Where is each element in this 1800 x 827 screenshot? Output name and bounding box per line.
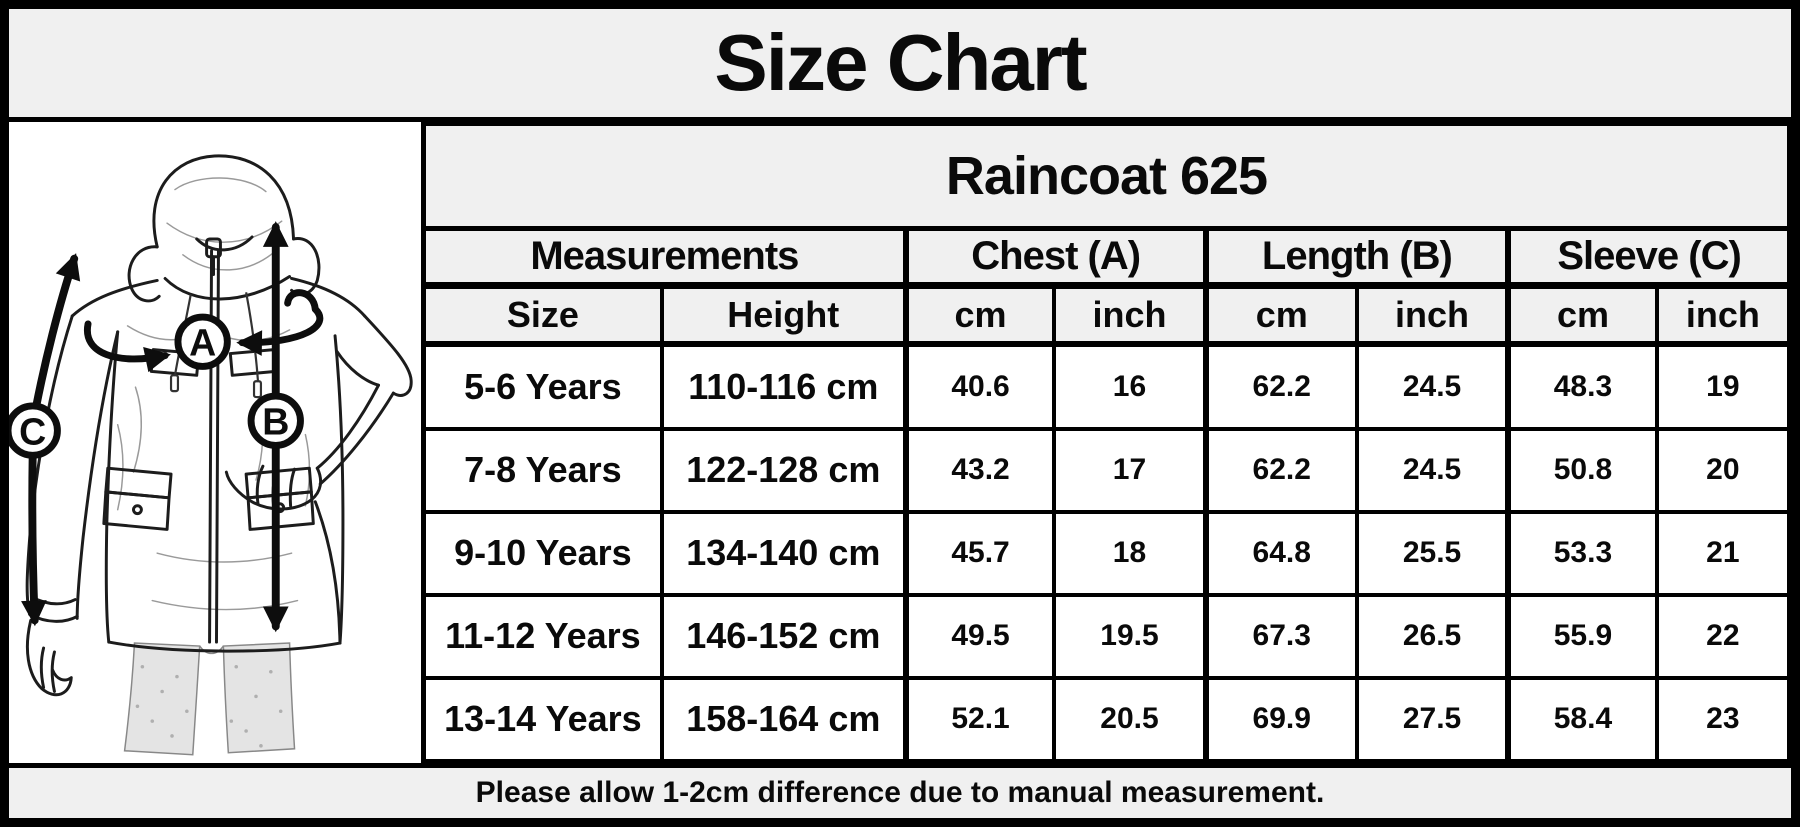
cell-chest-cm: 43.2 bbox=[902, 426, 1057, 514]
chest-pocket-right bbox=[228, 348, 278, 377]
label-b: B bbox=[262, 401, 289, 443]
col-length-inch: inch bbox=[1354, 283, 1511, 347]
note-band: Please allow 1-2cm difference due to man… bbox=[9, 763, 1791, 818]
cell-size: 11-12 Years bbox=[426, 592, 664, 680]
table-row: 5-6 Years 110-116 cm 40.6 16 62.2 24.5 4… bbox=[426, 342, 1792, 431]
lower-pocket-left bbox=[102, 490, 171, 531]
label-c-badge bbox=[9, 402, 61, 459]
main-area: A B C Raincoat 625 bbox=[9, 122, 1792, 764]
jacket-outline bbox=[25, 154, 413, 697]
col-length-cm: cm bbox=[1202, 283, 1359, 347]
col-group-sleeve: Sleeve (C) bbox=[1505, 226, 1791, 289]
col-sleeve-inch: inch bbox=[1654, 283, 1792, 347]
cell-sleeve-cm: 50.8 bbox=[1505, 426, 1659, 514]
measurement-diagram-panel: A B C bbox=[9, 122, 426, 763]
cell-length-cm: 64.8 bbox=[1202, 509, 1359, 597]
lower-pocket-right bbox=[246, 490, 315, 531]
group-header-row: Measurements Chest (A) Length (B) Sleeve… bbox=[426, 226, 1791, 289]
cell-length-inch: 24.5 bbox=[1354, 426, 1511, 514]
cell-sleeve-inch: 22 bbox=[1654, 592, 1792, 680]
col-height: Height bbox=[659, 283, 908, 347]
label-c: C bbox=[19, 410, 46, 452]
size-table: Raincoat 625 Measurements Chest (A) Leng… bbox=[426, 122, 1792, 764]
collar bbox=[163, 275, 292, 301]
label-b-badge bbox=[247, 392, 304, 449]
cell-chest-cm: 49.5 bbox=[902, 592, 1057, 680]
cell-chest-cm: 40.6 bbox=[902, 342, 1057, 431]
cell-size: 5-6 Years bbox=[426, 342, 664, 431]
cell-chest-inch: 16 bbox=[1052, 342, 1208, 431]
col-sleeve-cm: cm bbox=[1505, 283, 1659, 347]
cell-height: 134-140 cm bbox=[659, 509, 908, 597]
cell-length-cm: 67.3 bbox=[1202, 592, 1359, 680]
product-name: Raincoat 625 bbox=[426, 122, 1791, 231]
col-group-chest: Chest (A) bbox=[902, 226, 1208, 289]
cell-size: 13-14 Years bbox=[426, 675, 664, 764]
cell-length-cm: 62.2 bbox=[1202, 426, 1359, 514]
cell-sleeve-inch: 19 bbox=[1654, 342, 1792, 431]
cell-length-cm: 62.2 bbox=[1202, 342, 1359, 431]
table-row: 13-14 Years 158-164 cm 52.1 20.5 69.9 27… bbox=[426, 675, 1792, 764]
cell-chest-cm: 52.1 bbox=[902, 675, 1057, 764]
cell-length-inch: 25.5 bbox=[1354, 509, 1511, 597]
size-table-panel: Raincoat 625 Measurements Chest (A) Leng… bbox=[426, 122, 1792, 764]
title-band: Size Chart bbox=[9, 9, 1791, 122]
col-group-measurements: Measurements bbox=[426, 226, 908, 289]
cell-length-inch: 27.5 bbox=[1354, 675, 1511, 764]
cell-chest-inch: 17 bbox=[1052, 426, 1208, 514]
cell-length-inch: 26.5 bbox=[1354, 592, 1511, 680]
table-row: 7-8 Years 122-128 cm 43.2 17 62.2 24.5 5… bbox=[426, 426, 1792, 514]
cell-length-inch: 24.5 bbox=[1354, 342, 1511, 431]
cell-length-cm: 69.9 bbox=[1202, 675, 1359, 764]
cell-sleeve-inch: 21 bbox=[1654, 509, 1792, 597]
cell-sleeve-cm: 58.4 bbox=[1505, 675, 1659, 764]
col-chest-cm: cm bbox=[902, 283, 1057, 347]
cell-chest-cm: 45.7 bbox=[902, 509, 1057, 597]
cell-height: 110-116 cm bbox=[659, 342, 908, 431]
left-hand bbox=[25, 618, 73, 697]
cell-height: 146-152 cm bbox=[659, 592, 908, 680]
zipper bbox=[208, 249, 214, 644]
label-a: A bbox=[189, 322, 216, 364]
cell-sleeve-cm: 48.3 bbox=[1505, 342, 1659, 431]
cell-height: 122-128 cm bbox=[659, 426, 908, 514]
product-title-row: Raincoat 625 bbox=[426, 122, 1791, 231]
chest-measure-arrow bbox=[83, 289, 324, 373]
cell-chest-inch: 19.5 bbox=[1052, 592, 1208, 680]
cell-height: 158-164 cm bbox=[659, 675, 908, 764]
cell-chest-inch: 18 bbox=[1052, 509, 1208, 597]
col-group-length: Length (B) bbox=[1202, 226, 1511, 289]
measurement-note: Please allow 1-2cm difference due to man… bbox=[475, 776, 1325, 809]
raincoat-illustration: A B C bbox=[9, 154, 413, 756]
cell-sleeve-cm: 53.3 bbox=[1505, 509, 1659, 597]
cell-sleeve-inch: 20 bbox=[1654, 426, 1792, 514]
cell-size: 9-10 Years bbox=[426, 509, 664, 597]
page-title: Size Chart bbox=[714, 18, 1087, 107]
label-a-badge bbox=[174, 313, 231, 370]
hem bbox=[107, 640, 342, 653]
cell-chest-inch: 20.5 bbox=[1052, 675, 1208, 764]
table-row: 11-12 Years 146-152 cm 49.5 19.5 67.3 26… bbox=[426, 592, 1792, 680]
cell-sleeve-cm: 55.9 bbox=[1505, 592, 1659, 680]
table-row: 9-10 Years 134-140 cm 45.7 18 64.8 25.5 … bbox=[426, 509, 1792, 597]
cell-sleeve-inch: 23 bbox=[1654, 675, 1792, 764]
legs bbox=[123, 642, 296, 756]
col-size: Size bbox=[426, 283, 664, 347]
col-chest-inch: inch bbox=[1052, 283, 1208, 347]
cell-size: 7-8 Years bbox=[426, 426, 664, 514]
sub-header-row: Size Height cm inch cm inch cm inch bbox=[426, 283, 1792, 347]
sleeve-measure-arrow bbox=[21, 253, 81, 627]
hood bbox=[152, 154, 296, 249]
